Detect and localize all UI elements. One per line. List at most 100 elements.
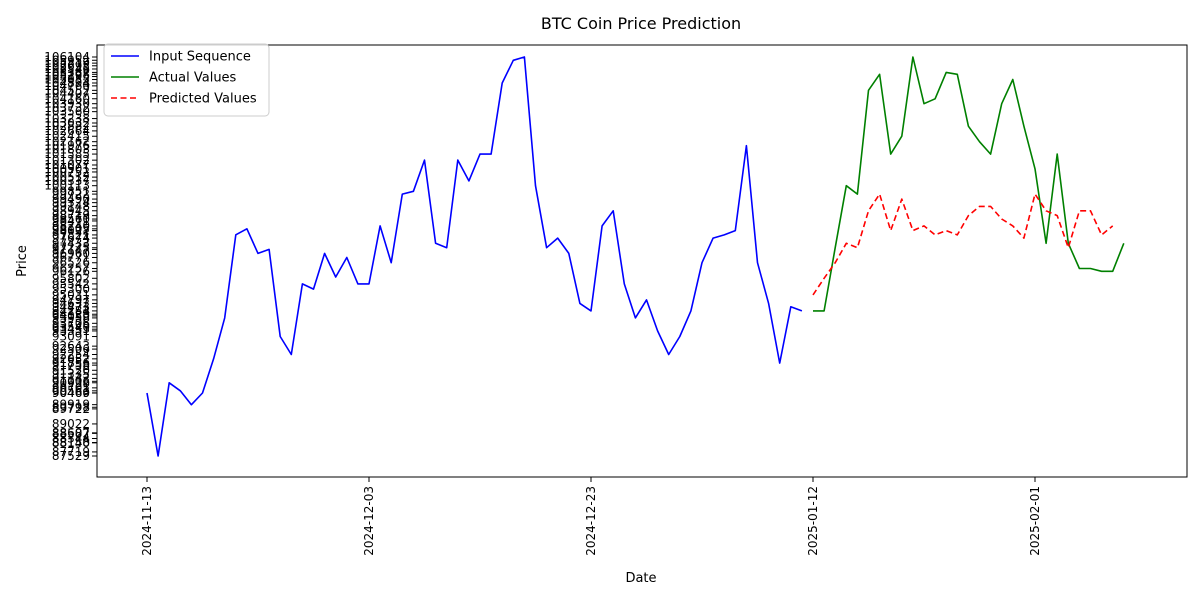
x-axis-ticks: 2024-11-13 2024-12-03 2024-12-23 2025-01-12… — [140, 477, 1042, 556]
y-tick-label: 100337 — [44, 174, 90, 188]
x-axis-label: Date — [625, 571, 656, 586]
y-tick-label: 91758 — [52, 358, 90, 372]
series-line-0 — [146, 56, 803, 457]
y-tick-label: 97821 — [52, 228, 90, 242]
x-tick-label: 2024-12-03 — [362, 486, 376, 556]
legend-label: Input Sequence — [149, 50, 251, 65]
y-tick-label: 98945 — [52, 204, 90, 218]
y-tick-label: 101976 — [44, 139, 90, 153]
y-tick-label: 94284 — [52, 304, 90, 318]
y-tick-label: 93351 — [52, 324, 90, 338]
y-tick-label: 94473 — [52, 300, 90, 314]
y-tick-label: 89798 — [52, 400, 90, 414]
x-tick-label: 2024-12-23 — [584, 486, 598, 556]
y-tick-label: 105695 — [44, 59, 90, 73]
y-tick-label: 97674 — [52, 231, 90, 245]
y-tick-label: 99148 — [52, 199, 90, 213]
y-tick-label: 102162 — [44, 135, 90, 149]
y-tick-label: 91856 — [52, 356, 90, 370]
y-tick-label: 98105 — [52, 222, 90, 236]
y-tick-label: 98240 — [52, 219, 90, 233]
y-tick-label: 103238 — [44, 112, 90, 126]
y-tick-label: 90938 — [52, 376, 90, 390]
plot-frame — [96, 44, 1188, 478]
y-tick-label: 90460 — [52, 386, 90, 400]
y-tick-label: 92506 — [52, 342, 90, 356]
y-tick-label: 103560 — [44, 105, 90, 119]
y-tick-label: 96960 — [52, 246, 90, 260]
y-tick-label: 94050 — [52, 309, 90, 323]
y-tick-label: 105546 — [44, 62, 90, 76]
y-tick-label: 91142 — [52, 371, 90, 385]
series-layer — [146, 56, 1125, 457]
legend: Input Sequence Actual Values Predicted Val… — [103, 43, 270, 117]
y-tick-label: 102415 — [44, 129, 90, 143]
y-tick-label: 101585 — [44, 147, 90, 161]
y-tick-label: 101803 — [44, 142, 90, 156]
y-tick-label: 98719 — [52, 209, 90, 223]
legend-label: Actual Values — [149, 71, 237, 86]
y-tick-label: 98022 — [52, 224, 90, 238]
y-tick-label: 95300 — [52, 282, 90, 296]
y-axis-label: Price — [15, 245, 30, 277]
y-tick-label: 104407 — [44, 86, 90, 100]
y-tick-label: 103732 — [44, 101, 90, 115]
y-tick-label: 87719 — [52, 445, 90, 459]
y-tick-label: 92643 — [52, 339, 90, 353]
x-tick-label: 2025-02-01 — [1028, 486, 1042, 556]
plot-area — [97, 45, 1187, 477]
y-tick-label: 99490 — [52, 192, 90, 206]
y-tick-label: 99851 — [52, 184, 90, 198]
y-tick-label: 105387 — [44, 65, 90, 79]
y-tick-label: 87529 — [52, 449, 90, 463]
y-tick-label: 93540 — [52, 320, 90, 334]
y-tick-label: 93706 — [52, 316, 90, 330]
y-tick-label: 93958 — [52, 311, 90, 325]
y-tick-label: 100752 — [44, 165, 90, 179]
y-tick-label: 96257 — [52, 262, 90, 276]
chart-title: BTC Coin Price Prediction — [541, 14, 741, 33]
y-tick-label: 99324 — [52, 196, 90, 210]
y-tick-label: 88344 — [52, 431, 90, 445]
y-tick-label: 97433 — [52, 236, 90, 250]
y-tick-label: 89919 — [52, 398, 90, 412]
y-tick-label: 90563 — [52, 384, 90, 398]
y-tick-label: 101077 — [44, 158, 90, 172]
y-tick-label: 96126 — [52, 264, 90, 278]
y-tick-label: 93433 — [52, 322, 90, 336]
y-tick-label: 101302 — [44, 153, 90, 167]
y-tick-label: 90701 — [52, 381, 90, 395]
y-tick-label: 89022 — [52, 417, 90, 431]
y-tick-label: 99722 — [52, 187, 90, 201]
legend-label: Predicted Values — [149, 92, 257, 107]
y-tick-label: 103032 — [44, 116, 90, 130]
y-tick-label: 105952 — [44, 53, 90, 67]
y-tick-label: 104160 — [44, 92, 90, 106]
y-tick-label: 88582 — [52, 426, 90, 440]
y-tick-label: 105055 — [44, 73, 90, 87]
y-tick-label: 91520 — [52, 363, 90, 377]
y-tick-label: 102882 — [44, 119, 90, 133]
legend-box — [103, 43, 270, 117]
y-tick-label: 105298 — [44, 67, 90, 81]
y-tick-label: 94632 — [52, 296, 90, 310]
y-tick-label: 100901 — [44, 162, 90, 176]
y-tick-label: 95031 — [52, 288, 90, 302]
y-tick-label: 94797 — [52, 293, 90, 307]
y-tick-label: 93091 — [52, 330, 90, 344]
y-tick-label: 105195 — [44, 70, 90, 84]
y-tick-label: 98471 — [52, 214, 90, 228]
y-tick-label: 92254 — [52, 348, 90, 362]
y-tick-label: 88140 — [52, 436, 90, 450]
y-tick-label: 91335 — [52, 367, 90, 381]
y-tick-label: 88607 — [52, 426, 90, 440]
y-tick-label: 104760 — [44, 79, 90, 93]
y-tick-label: 98560 — [52, 212, 90, 226]
y-tick-label: 96771 — [52, 250, 90, 264]
y-tick-label: 94129 — [52, 307, 90, 321]
y-tick-label: 104894 — [44, 76, 90, 90]
y-tick-label: 102664 — [44, 124, 90, 138]
y-tick-label: 95802 — [52, 271, 90, 285]
series-line-2 — [812, 193, 1114, 296]
